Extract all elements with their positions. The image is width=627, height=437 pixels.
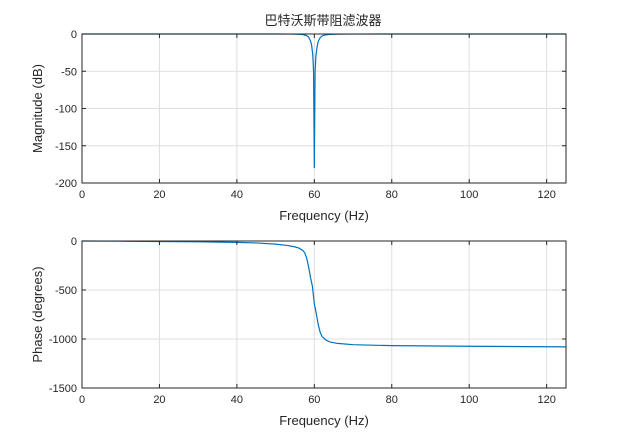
x-tick-label: 0 — [79, 394, 85, 406]
x-tick-label: 60 — [308, 189, 320, 201]
y-tick-label: -100 — [55, 104, 77, 116]
y-tick-label: -1500 — [49, 383, 77, 395]
y-axis-label: Magnitude (dB) — [30, 64, 45, 153]
x-tick-label: 120 — [537, 189, 555, 201]
axes-frame — [81, 240, 567, 389]
x-tick-label: 100 — [460, 189, 478, 201]
magnitude-axes: 0 20 40 60 80 100 120 0 -50 -100 -150 -200 Frequency… — [30, 29, 567, 223]
phase-axes: 0 20 40 60 80 100 120 0 -500 -1000 -1500 Frequency … — [30, 236, 567, 428]
y-tick-label: -500 — [55, 285, 77, 297]
x-tick-label: 40 — [231, 394, 243, 406]
x-tick-label: 20 — [153, 189, 165, 201]
x-tick-label: 80 — [386, 189, 398, 201]
x-tick-label: 40 — [231, 189, 243, 201]
x-axis-label: Frequency (Hz) — [279, 413, 369, 428]
y-tick-label: -150 — [55, 141, 77, 153]
x-tick-label: 100 — [460, 394, 478, 406]
x-tick-label: 120 — [537, 394, 555, 406]
y-tick-label: 0 — [71, 236, 77, 248]
series-line — [81, 240, 567, 348]
plot-area — [82, 241, 566, 388]
y-tick-label: 0 — [71, 29, 77, 41]
x-axis-label: Frequency (Hz) — [279, 208, 369, 223]
x-tick-label: 60 — [308, 394, 320, 406]
x-tick-label: 20 — [153, 394, 165, 406]
y-axis-label: Phase (degrees) — [30, 266, 45, 362]
chart-title: 巴特沃斯带阻滤波器 — [264, 14, 381, 29]
x-tick-label: 80 — [386, 394, 398, 406]
x-tick-label: 0 — [79, 189, 85, 201]
y-tick-label: -200 — [55, 178, 77, 190]
y-tick-label: -1000 — [49, 334, 77, 346]
y-tick-label: -50 — [61, 66, 77, 78]
